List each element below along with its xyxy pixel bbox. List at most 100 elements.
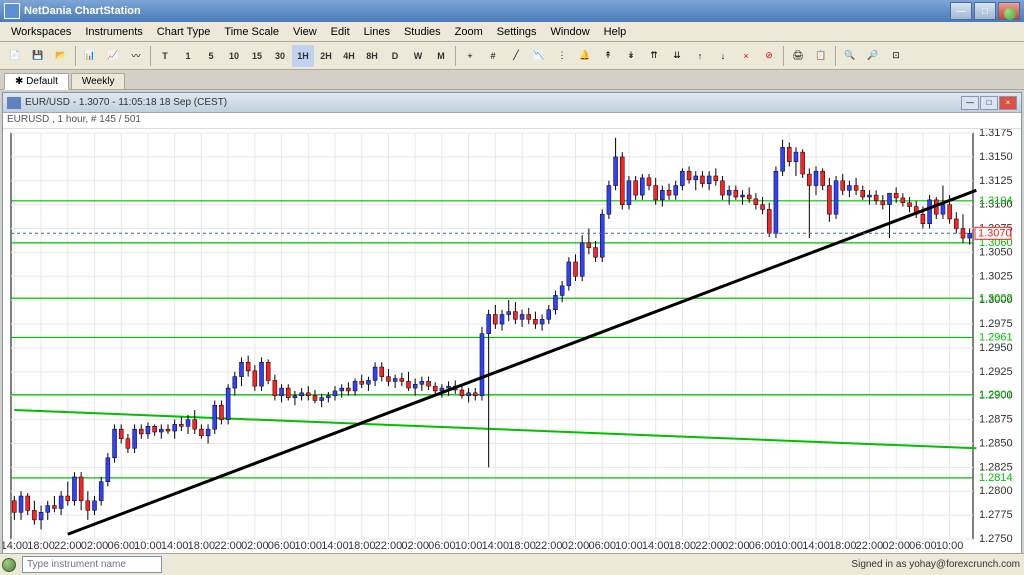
timeframe-8H[interactable]: 8H (361, 45, 383, 67)
signedin-label: Signed in as yohay@forexcrunch.com (851, 559, 1020, 570)
svg-text:10:00: 10:00 (134, 540, 162, 552)
chart-close-button[interactable]: × (999, 96, 1017, 110)
remove-icon[interactable]: × (735, 45, 757, 67)
svg-text:14:00: 14:00 (482, 540, 510, 552)
zoomreset-icon[interactable]: ⊡ (885, 45, 907, 67)
menu-time-scale[interactable]: Time Scale (217, 24, 286, 40)
svg-text:14:00: 14:00 (161, 540, 189, 552)
copy-icon[interactable]: 📋 (810, 45, 832, 67)
menu-edit[interactable]: Edit (324, 24, 357, 40)
menu-settings[interactable]: Settings (490, 24, 544, 40)
arrow-dn-icon[interactable]: ↡ (620, 45, 642, 67)
chart-bar-icon[interactable]: 📊 (79, 45, 101, 67)
menu-workspaces[interactable]: Workspaces (4, 24, 78, 40)
workspace-tab-default[interactable]: ✱ Default (4, 73, 69, 90)
menu-window[interactable]: Window (544, 24, 597, 40)
open-icon[interactable]: 📂 (50, 45, 72, 67)
chart-line2-icon[interactable]: 〰 (125, 45, 147, 67)
timeframe-M[interactable]: M (430, 45, 452, 67)
timeframe-15[interactable]: 15 (246, 45, 268, 67)
svg-text:22:00: 22:00 (695, 540, 723, 552)
timeframe-10[interactable]: 10 (223, 45, 245, 67)
chart-minimize-button[interactable]: — (961, 96, 979, 110)
svg-text:02:00: 02:00 (241, 540, 269, 552)
instrument-search-input[interactable] (22, 556, 162, 573)
svg-text:22:00: 22:00 (375, 540, 403, 552)
svg-text:10:00: 10:00 (776, 540, 804, 552)
menu-instruments[interactable]: Instruments (78, 24, 149, 40)
chart-line-icon[interactable]: 📈 (102, 45, 124, 67)
arrow-up-icon[interactable]: ↟ (597, 45, 619, 67)
arrow-up3-icon[interactable]: ↑ (689, 45, 711, 67)
svg-text:18:00: 18:00 (669, 540, 697, 552)
app-title: NetDania ChartStation (24, 5, 950, 17)
svg-text:06:00: 06:00 (588, 540, 616, 552)
menu-studies[interactable]: Studies (397, 24, 448, 40)
chart-title: EUR/USD - 1.3070 - 11:05:18 18 Sep (CEST… (25, 97, 961, 108)
timeframe-W[interactable]: W (407, 45, 429, 67)
menu-chart-type[interactable]: Chart Type (150, 24, 218, 40)
chart-canvas[interactable]: 1.27501.27751.28001.28251.28501.28751.29… (3, 129, 1015, 571)
menubar: WorkspacesInstrumentsChart TypeTime Scal… (0, 22, 1024, 42)
svg-text:10:00: 10:00 (295, 540, 323, 552)
chart-area[interactable]: 1.27501.27751.28001.28251.28501.28751.29… (3, 129, 1021, 571)
arrow-up2-icon[interactable]: ⇈ (643, 45, 665, 67)
svg-text:10:00: 10:00 (936, 540, 964, 552)
chart-maximize-button[interactable]: □ (980, 96, 998, 110)
chart-icon (7, 97, 21, 109)
chart-info: EURUSD , 1 hour, # 145 / 501 (3, 113, 1021, 129)
chart-tool-icon[interactable]: 📉 (528, 45, 550, 67)
menu-lines[interactable]: Lines (357, 24, 397, 40)
svg-text:06:00: 06:00 (428, 540, 456, 552)
svg-text:18:00: 18:00 (348, 540, 376, 552)
timeframe-2H[interactable]: 2H (315, 45, 337, 67)
timeframe-T[interactable]: T (154, 45, 176, 67)
svg-text:1.3125: 1.3125 (979, 175, 1013, 187)
svg-text:1.3070: 1.3070 (978, 227, 1012, 239)
zoomout-icon[interactable]: 🔎 (862, 45, 884, 67)
status-indicator-icon (2, 558, 16, 572)
print-icon[interactable]: 🖨 (787, 45, 809, 67)
trendline-icon[interactable]: ╱ (505, 45, 527, 67)
svg-text:02:00: 02:00 (882, 540, 910, 552)
svg-text:14:00: 14:00 (321, 540, 349, 552)
timeframe-4H[interactable]: 4H (338, 45, 360, 67)
svg-text:06:00: 06:00 (268, 540, 296, 552)
chart-window: EUR/USD - 1.3070 - 11:05:18 18 Sep (CEST… (2, 92, 1022, 572)
timeframe-D[interactable]: D (384, 45, 406, 67)
save-icon[interactable]: 💾 (27, 45, 49, 67)
svg-text:14:00: 14:00 (3, 540, 28, 552)
workspace-tab-weekly[interactable]: Weekly (71, 73, 126, 89)
timeframe-5[interactable]: 5 (200, 45, 222, 67)
svg-text:1.2850: 1.2850 (979, 437, 1013, 449)
timeframe-1[interactable]: 1 (177, 45, 199, 67)
svg-text:1.2800: 1.2800 (979, 485, 1013, 497)
svg-text:1.2901: 1.2901 (979, 389, 1013, 401)
svg-text:22:00: 22:00 (214, 540, 242, 552)
crosshair-icon[interactable]: + (459, 45, 481, 67)
svg-text:1.2775: 1.2775 (979, 509, 1013, 521)
minimize-button[interactable]: — (950, 2, 972, 20)
svg-text:14:00: 14:00 (802, 540, 830, 552)
svg-text:1.2925: 1.2925 (979, 366, 1013, 378)
arrow-dn3-icon[interactable]: ↓ (712, 45, 734, 67)
svg-text:1.3002: 1.3002 (979, 292, 1013, 304)
new-icon[interactable]: 📄 (4, 45, 26, 67)
timeframe-30[interactable]: 30 (269, 45, 291, 67)
maximize-button[interactable]: □ (974, 2, 996, 20)
menu-view[interactable]: View (286, 24, 324, 40)
svg-text:22:00: 22:00 (535, 540, 563, 552)
alert-icon[interactable]: 🔔 (574, 45, 596, 67)
text-icon[interactable]: ⋮ (551, 45, 573, 67)
timeframe-1H[interactable]: 1H (292, 45, 314, 67)
clear-icon[interactable]: ⊘ (758, 45, 780, 67)
menu-zoom[interactable]: Zoom (448, 24, 490, 40)
svg-text:1.2950: 1.2950 (979, 342, 1013, 354)
menu-help[interactable]: Help (597, 24, 634, 40)
svg-text:10:00: 10:00 (615, 540, 643, 552)
zoomin-icon[interactable]: 🔍 (839, 45, 861, 67)
arrow-dn2-icon[interactable]: ⇊ (666, 45, 688, 67)
svg-text:18:00: 18:00 (508, 540, 536, 552)
grid-icon[interactable]: # (482, 45, 504, 67)
svg-text:1.2875: 1.2875 (979, 414, 1013, 426)
